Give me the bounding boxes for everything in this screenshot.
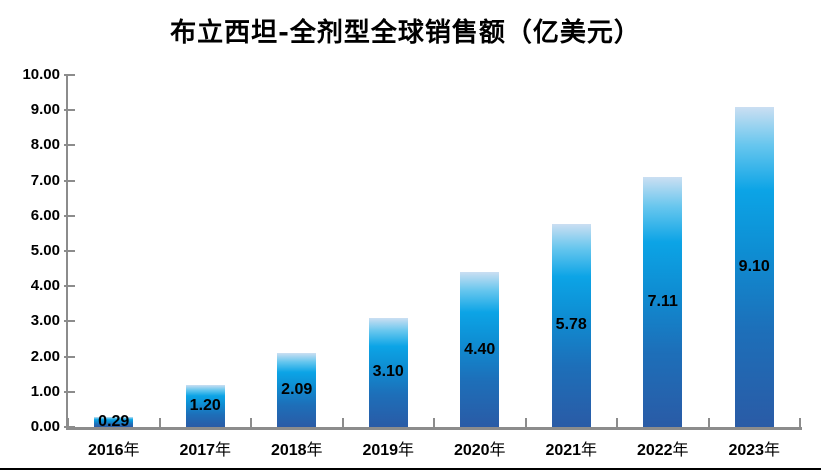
y-axis-line — [66, 75, 68, 430]
y-axis-label: 6.00 — [30, 206, 60, 224]
y-axis-label: 10.00 — [22, 66, 60, 83]
x-axis-label: 2021年 — [525, 436, 617, 460]
bar-value-label: 4.40 — [464, 340, 496, 358]
x-axis-label-year-suffix: 年 — [489, 440, 506, 459]
x-axis-line — [66, 427, 802, 430]
x-axis-label: 2023年 — [708, 436, 800, 460]
y-axis-label: 3.00 — [30, 312, 60, 330]
bar-2017 — [185, 384, 225, 427]
chart-title: 布立西坦-全剂型全球销售额（亿美元） — [170, 18, 641, 48]
x-axis-tick — [616, 418, 618, 428]
bar-value-label: 1.20 — [189, 396, 221, 414]
x-axis-tick — [524, 418, 527, 428]
bottom-border-line — [0, 468, 821, 470]
y-axis-label: 8.00 — [30, 136, 60, 154]
x-axis-label-year-digits: 2023 — [728, 442, 765, 459]
x-axis-label-year-digits: 2020 — [453, 442, 490, 459]
x-axis-label: 2017年 — [159, 436, 251, 460]
x-axis-label-year-digits: 2018 — [270, 442, 307, 459]
x-axis-label-year-suffix: 年 — [123, 440, 140, 459]
y-axis-tick — [64, 320, 75, 323]
y-axis-tick — [64, 355, 75, 358]
x-axis-label-year-suffix: 年 — [581, 440, 598, 459]
y-axis-tick — [64, 214, 75, 217]
x-axis-label-year-digits: 2019 — [362, 442, 399, 459]
bar-value-label: 2.09 — [281, 381, 313, 399]
bar-2020 — [460, 272, 500, 427]
bar-2022 — [643, 176, 683, 427]
x-axis-label: 2022年 — [617, 436, 709, 460]
y-axis-tick — [64, 179, 75, 182]
y-axis-tick — [64, 74, 75, 76]
x-axis-label: 2018年 — [251, 436, 343, 460]
y-axis-label: 9.00 — [30, 101, 60, 119]
bar-value-label: 7.11 — [647, 292, 678, 310]
y-axis-tick — [64, 426, 75, 428]
bar-value-label: 9.10 — [738, 257, 770, 275]
bar-value-label: 0.29 — [98, 412, 130, 430]
bar-2016 — [94, 416, 134, 427]
x-axis-tick — [341, 418, 344, 428]
bar-value-label: 5.78 — [555, 316, 587, 334]
x-axis-tick — [250, 418, 252, 428]
y-axis-tick — [64, 390, 75, 393]
bar-2019 — [368, 317, 408, 427]
x-axis-label-year-suffix: 年 — [215, 440, 232, 459]
x-axis-label-year-digits: 2022 — [636, 442, 673, 459]
x-axis-label-year-suffix: 年 — [398, 440, 415, 459]
x-axis-label-year-suffix: 年 — [306, 440, 323, 459]
x-axis-label: 2016年 — [68, 436, 160, 460]
y-axis-tick — [64, 109, 75, 112]
x-axis-label-year-digits: 2017 — [179, 442, 216, 459]
bar-2018 — [277, 353, 317, 427]
y-axis-label: 1.00 — [30, 382, 60, 400]
x-axis-tick — [433, 418, 435, 428]
bar-2021 — [551, 223, 591, 427]
x-axis-tick — [67, 418, 69, 428]
x-axis-label: 2019年 — [342, 436, 434, 460]
y-axis-tick — [64, 250, 75, 252]
bar-2023 — [734, 106, 774, 427]
x-axis-label-year-digits: 2016 — [87, 442, 124, 459]
x-axis-tick — [799, 418, 801, 428]
x-axis-label-year-suffix: 年 — [764, 440, 781, 459]
y-axis-label: 7.00 — [30, 171, 60, 189]
x-axis-tick — [707, 418, 710, 428]
x-axis-label-year-digits: 2021 — [545, 442, 582, 459]
x-axis-label-year-suffix: 年 — [672, 440, 689, 459]
y-axis-label: 5.00 — [30, 242, 60, 259]
y-axis-tick — [64, 285, 75, 288]
y-axis-label: 4.00 — [30, 277, 60, 295]
y-axis-label: 0.00 — [30, 418, 60, 435]
y-axis-label: 2.00 — [30, 347, 60, 365]
x-axis-tick — [158, 418, 161, 428]
y-axis-tick — [64, 144, 75, 147]
x-axis-label: 2020年 — [434, 436, 526, 460]
bar-value-label: 3.10 — [372, 363, 404, 381]
